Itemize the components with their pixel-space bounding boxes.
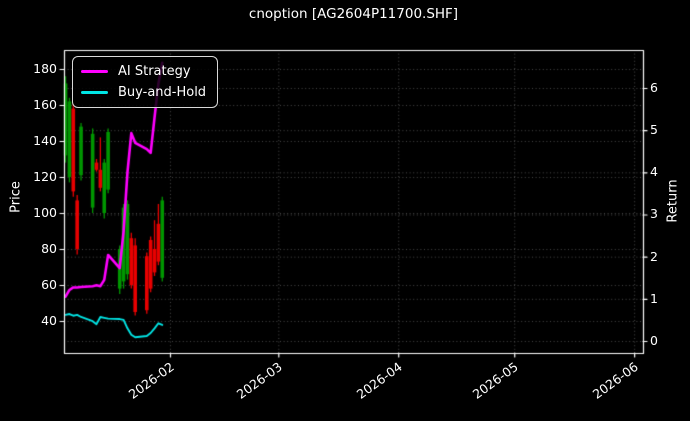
return-tick-label: 2 — [650, 248, 658, 264]
chart-title: cnoption [AG2604P11700.SHF] — [248, 6, 459, 22]
buy-and-hold-line-swatch — [81, 91, 108, 94]
legend-item-ai-strategy: AI Strategy — [81, 63, 207, 80]
price-tick-label: 60 — [41, 277, 57, 292]
return-tick-label: 6 — [650, 79, 658, 95]
price-tick-label: 100 — [33, 205, 57, 220]
price-tick-label: 80 — [41, 241, 57, 256]
price-tick-label: 180 — [33, 61, 57, 76]
return-tick-label: 5 — [650, 122, 658, 138]
legend-label: Buy-and-Hold — [118, 85, 207, 100]
chart-legend: AI Strategy Buy-and-Hold — [72, 56, 218, 108]
price-tick-label: 140 — [33, 133, 57, 148]
price-tick-label: 160 — [33, 97, 57, 112]
return-tick-label: 1 — [650, 290, 658, 306]
return-tick-label: 3 — [650, 206, 658, 222]
legend-label: AI Strategy — [118, 64, 191, 79]
price-tick-label: 40 — [41, 313, 57, 328]
ai-strategy-line-swatch — [81, 70, 108, 73]
return-tick-label: 4 — [650, 164, 658, 180]
return-tick-label: 0 — [650, 333, 658, 348]
price-tick-label: 120 — [33, 169, 57, 184]
legend-item-buy-and-hold: Buy-and-Hold — [81, 84, 207, 101]
